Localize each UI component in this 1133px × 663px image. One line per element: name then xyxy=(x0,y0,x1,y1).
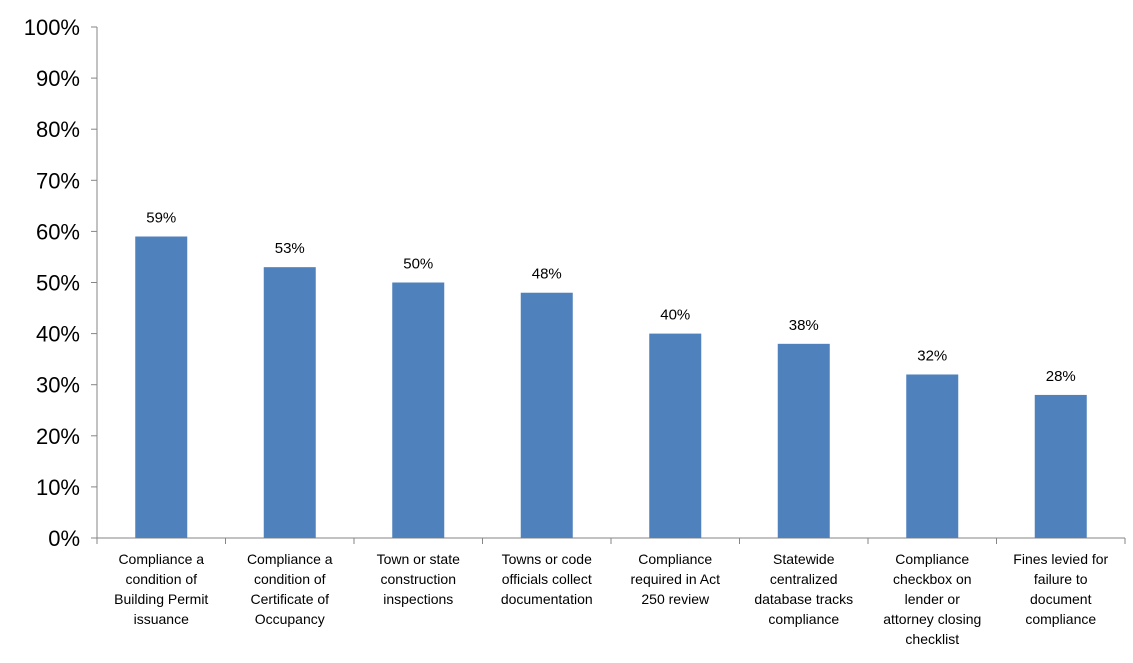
category-label: Compliance a condition of Certificate of Oc… xyxy=(247,551,333,627)
data-label: 32% xyxy=(917,347,947,364)
category-label: Compliance a condition of Building Permit i… xyxy=(114,551,208,627)
category-labels: Compliance a condition of Building Permit i… xyxy=(114,551,1108,647)
y-tick-label: 70% xyxy=(36,168,80,193)
category-label: Towns or code officials collect documentat… xyxy=(501,551,593,607)
y-tick-label: 60% xyxy=(36,219,80,244)
bar xyxy=(906,374,959,538)
bar xyxy=(263,267,316,538)
category-label: Statewide centralized database tracks compl… xyxy=(754,551,853,627)
y-axis: 0% 10% 20% 30% 40% 50% 60% 70% 80% 90% 100% xyxy=(24,15,98,551)
data-label: 59% xyxy=(146,210,176,227)
bars xyxy=(135,236,1087,538)
y-tick-label: 50% xyxy=(36,271,80,296)
data-label: 50% xyxy=(403,256,433,273)
data-label: 40% xyxy=(660,307,690,324)
y-tick-label: 80% xyxy=(36,117,80,142)
y-tick-label: 10% xyxy=(36,475,80,500)
x-axis xyxy=(96,537,1126,544)
bar xyxy=(520,292,573,538)
category-label: Fines levied for failure to document compli… xyxy=(1013,551,1108,627)
data-label: 53% xyxy=(275,240,305,257)
bar xyxy=(649,333,702,538)
y-tick-label: 90% xyxy=(36,66,80,91)
category-label: Compliance checkbox on lender or attorney c… xyxy=(883,551,981,647)
y-tick-label: 30% xyxy=(36,373,80,398)
bar xyxy=(1034,394,1087,538)
y-tick-label: 100% xyxy=(24,15,80,40)
bar xyxy=(777,343,830,538)
data-labels: 59% 53% 50% 48% 40% 38% 32% 28% xyxy=(146,210,1076,385)
data-label: 28% xyxy=(1046,368,1076,385)
category-label: Compliance required in Act 250 review xyxy=(631,551,721,607)
y-tick-label: 0% xyxy=(48,526,80,551)
y-tick-label: 40% xyxy=(36,322,80,347)
data-label: 38% xyxy=(789,317,819,334)
category-label: Town or state construction inspections xyxy=(377,551,460,607)
y-tick-label: 20% xyxy=(36,424,80,449)
bar xyxy=(392,282,445,538)
data-label: 48% xyxy=(532,266,562,283)
bar xyxy=(135,236,188,538)
